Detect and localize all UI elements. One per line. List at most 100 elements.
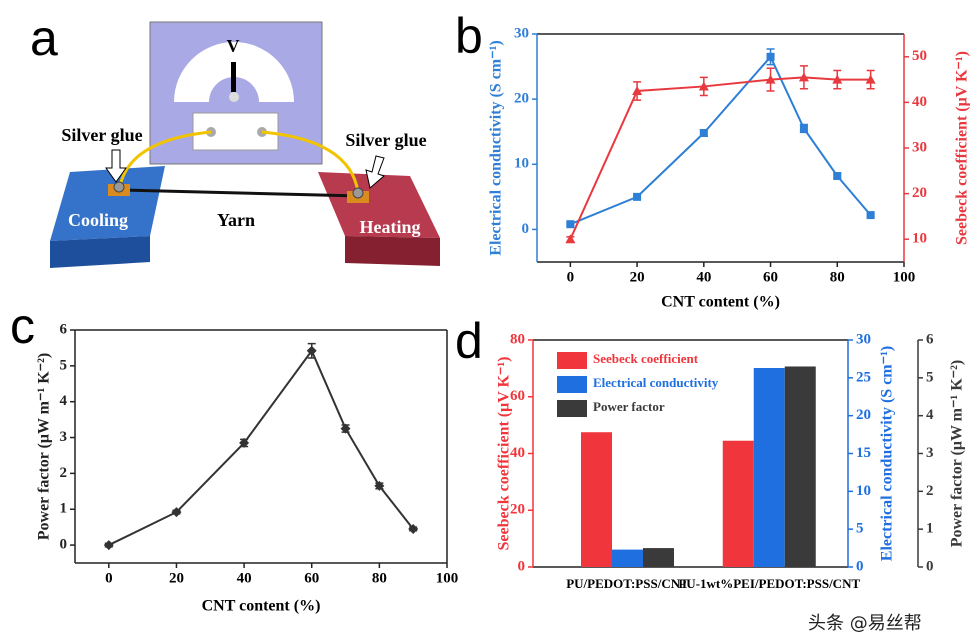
marker: [306, 345, 317, 356]
x-tick-label: 60: [304, 570, 319, 586]
marker: [103, 540, 114, 551]
y-tick-label: 2: [60, 465, 68, 481]
y-tick-label: 20: [912, 185, 927, 201]
marker: [698, 81, 709, 91]
marker: [866, 211, 875, 220]
bar: [784, 366, 816, 567]
legend-swatch: [557, 352, 587, 369]
y-tick-label: 1: [60, 501, 68, 517]
x-tick-label: 60: [763, 269, 778, 285]
y-tick-label: 6: [926, 331, 934, 347]
meter-label: V: [227, 36, 240, 56]
marker: [566, 220, 575, 229]
y-tick-label: 2: [926, 483, 934, 499]
y-tick-label: 4: [926, 407, 934, 423]
y-tick-label: 10: [856, 483, 871, 499]
y-tick-label: 10: [514, 156, 529, 172]
x-tick-label: 40: [696, 269, 711, 285]
watermark: 头条 @易丝帮: [808, 613, 922, 634]
y-tick-label: 40: [912, 94, 927, 110]
glue-label: Silver glue: [61, 125, 142, 145]
marker: [565, 234, 576, 244]
legend-swatch: [557, 400, 587, 417]
glue-dot: [113, 181, 125, 193]
arrow: [365, 155, 385, 189]
glue-label: Silver glue: [345, 130, 426, 150]
axis-label: Electrical conductivity (S cm⁻¹): [488, 40, 505, 255]
cooling-label: Cooling: [68, 210, 128, 230]
panel-label: c: [10, 298, 35, 354]
marker: [340, 423, 351, 434]
glue-dot: [352, 187, 364, 199]
axis-label: CNT content (%): [661, 294, 780, 311]
marker: [633, 192, 642, 201]
heating-block-top: [318, 172, 440, 238]
axis-label: Seebeck coefficient (μV K⁻¹): [954, 51, 971, 245]
y-tick-label: 40: [510, 445, 525, 461]
marker: [408, 523, 419, 534]
x-tick-label: 80: [372, 570, 387, 586]
y-tick-label: 20: [856, 407, 871, 423]
marker: [765, 74, 776, 84]
y-tick-label: 6: [60, 321, 68, 337]
y-tick-label: 0: [60, 537, 68, 553]
bar: [581, 432, 612, 567]
marker: [374, 480, 385, 491]
y-tick-label: 4: [60, 393, 68, 409]
x-tick-label: 20: [169, 570, 184, 586]
x-tick-label: PU-1wt%PEI/PEDOT:PSS/CNT: [678, 576, 860, 591]
yarn-label: Yarn: [217, 210, 255, 230]
y-tick-label: 0: [518, 558, 526, 574]
diagram: a V Silver glue Silver glue Yarn Cooling…: [30, 10, 440, 268]
cooling-block-front: [50, 236, 150, 268]
legend-label: Seebeck coefficient: [593, 351, 699, 366]
heating-label: Heating: [360, 217, 421, 237]
y-tick-label: 3: [926, 445, 934, 461]
axis-label: Power factor (μW m⁻¹ K⁻²): [36, 353, 53, 541]
panel-label: a: [30, 10, 58, 66]
x-tick-label: 20: [630, 269, 645, 285]
x-tick-label: 100: [893, 269, 916, 285]
bar: [612, 549, 643, 567]
marker: [865, 74, 876, 84]
wire: [118, 130, 212, 187]
legend-swatch: [557, 376, 587, 393]
panel-label: d: [455, 313, 483, 369]
y-tick-label: 25: [856, 369, 871, 385]
y-tick-label: 80: [510, 331, 525, 347]
bar: [722, 440, 754, 567]
marker: [798, 72, 809, 82]
y-tick-label: 5: [856, 521, 864, 537]
yarn-line: [119, 188, 361, 198]
axis-label: CNT content (%): [202, 598, 321, 615]
marker: [699, 129, 708, 138]
x-tick-label: PU/PEDOT:PSS/CNT: [566, 576, 689, 591]
wire: [261, 130, 360, 193]
marker: [833, 172, 842, 181]
y-tick-label: 60: [510, 388, 525, 404]
marker: [632, 86, 643, 95]
y-tick-label: 10: [912, 231, 927, 247]
x-tick-label: 80: [830, 269, 845, 285]
marker: [239, 437, 250, 448]
arrow: [105, 149, 127, 183]
cooling-block-top: [50, 166, 165, 241]
meter-pivot: [229, 92, 239, 102]
x-tick-label: 0: [567, 269, 575, 285]
y-tick-label: 30: [856, 331, 871, 347]
marker: [799, 124, 808, 133]
y-tick-label: 0: [856, 558, 864, 574]
y-tick-label: 5: [60, 357, 68, 373]
y-tick-label: 30: [514, 25, 529, 41]
y-tick-label: 5: [926, 369, 934, 385]
y-tick-label: 1: [926, 521, 934, 537]
marker: [832, 74, 843, 84]
marker: [766, 52, 775, 61]
marker: [171, 507, 182, 518]
y-tick-label: 0: [522, 221, 530, 237]
x-tick-label: 100: [436, 570, 459, 586]
axis-label: Seebeck coefficient (μV K⁻¹): [496, 357, 513, 551]
bar: [753, 367, 785, 567]
axis-label: Electrical conductivity (S cm⁻¹): [879, 346, 896, 561]
